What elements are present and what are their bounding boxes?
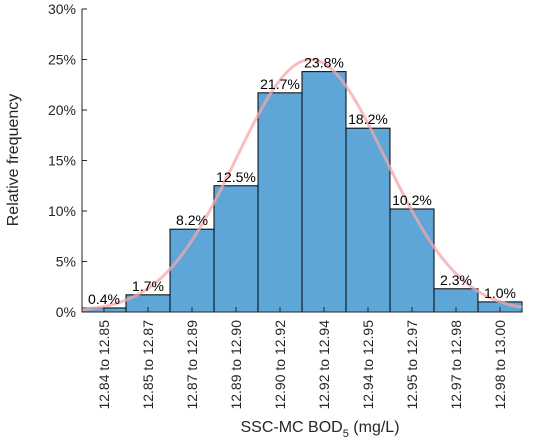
bar-data-label: 21.7%: [260, 76, 300, 92]
bars-layer: [81, 71, 523, 313]
bar: [301, 71, 347, 313]
x-axis-title-main: SSC-MC BOD: [240, 419, 342, 436]
bar-data-label: 2.3%: [440, 272, 472, 288]
x-tick-label: 12.84 to 12.85: [96, 320, 112, 410]
bar: [257, 92, 303, 313]
x-tick-label: 12.90 to 12.92: [272, 320, 288, 410]
bar-data-label: 1.7%: [132, 278, 164, 294]
x-axis-title-subscript: 5: [343, 428, 349, 440]
bar: [213, 185, 259, 313]
y-tick-label: 0%: [56, 304, 76, 320]
y-tick-label: 15%: [48, 153, 76, 169]
x-tick-label: 12.95 to 12.97: [404, 320, 420, 410]
x-axis-title: SSC-MC BOD5 (mg/L): [240, 419, 399, 440]
normal-fit-curve: [81, 58, 523, 312]
y-tick-label: 10%: [48, 203, 76, 219]
x-tick-label: 12.87 to 12.89: [184, 320, 200, 410]
axes-layer: 0% 5% 10% 15% 20% 25% 30% 12.84 to 12.85 12.85 t…: [48, 1, 522, 410]
bar: [389, 208, 435, 313]
bar-data-label: 12.5%: [216, 169, 256, 185]
y-axis-title: Relative frequency: [5, 94, 22, 227]
bar-data-label: 0.4%: [88, 291, 120, 307]
x-tick-label: 12.89 to 12.90: [228, 320, 244, 410]
x-tick-label: 12.94 to 12.95: [360, 320, 376, 410]
x-tick-label: 12.98 to 13.00: [492, 320, 508, 410]
x-tick-label: 12.92 to 12.94: [316, 320, 332, 410]
bar-data-label: 8.2%: [176, 212, 208, 228]
y-tick-label: 20%: [48, 102, 76, 118]
bar-data-label: 18.2%: [348, 111, 388, 127]
x-axis-title-tail: (mg/L): [349, 419, 400, 436]
x-tick-label: 12.97 to 12.98: [448, 320, 464, 410]
y-tick-label: 30%: [48, 1, 76, 17]
x-tick-label: 12.85 to 12.87: [140, 320, 156, 410]
fit-curve-layer: [81, 58, 523, 312]
y-tick-label: 5%: [56, 254, 76, 270]
data-labels-layer: 0.4% 1.7% 8.2% 12.5% 21.7%23.8% 18.2% 10.2% 2.3…: [88, 55, 516, 307]
bar-data-label: 23.8%: [304, 55, 344, 71]
bar-data-label: 10.2%: [392, 192, 432, 208]
bar-data-label: 1.0%: [484, 285, 516, 301]
y-tick-label: 25%: [48, 52, 76, 68]
